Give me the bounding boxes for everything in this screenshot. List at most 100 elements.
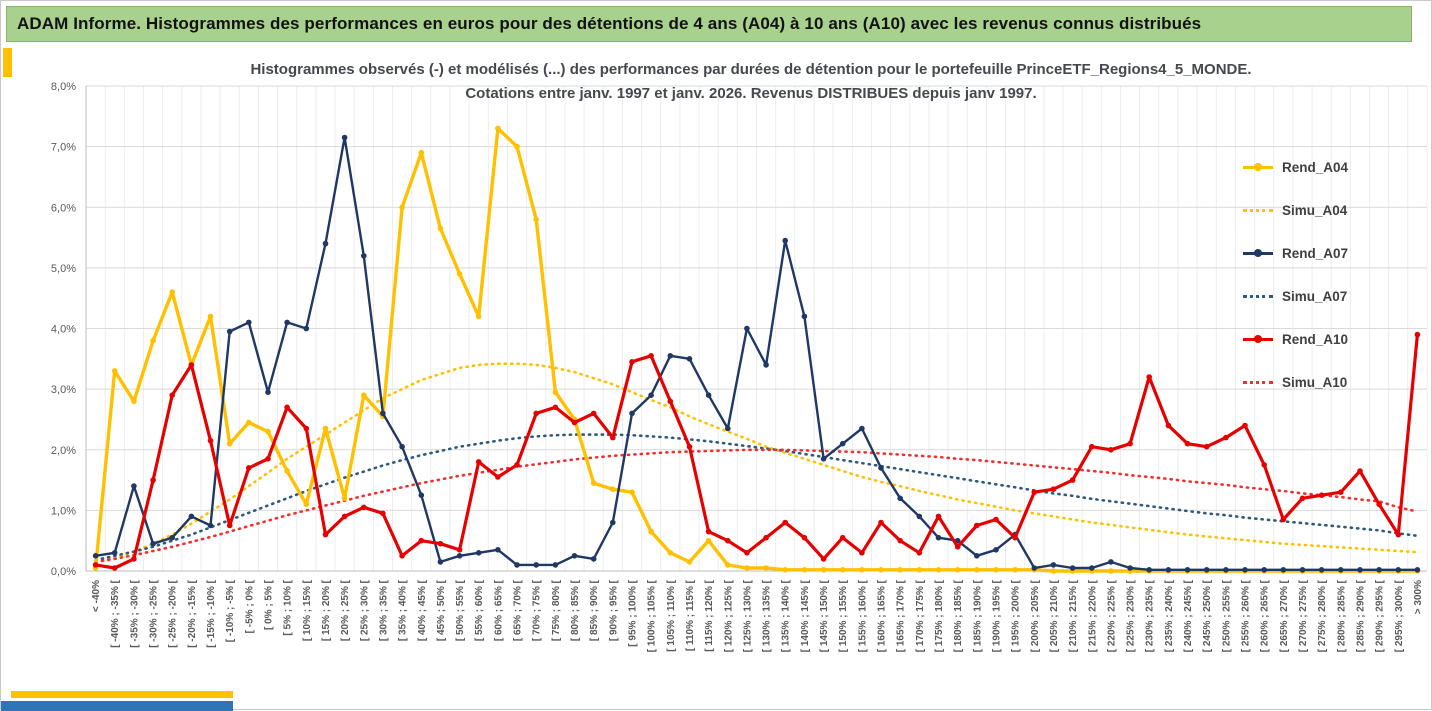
series-group [92, 125, 1421, 574]
svg-text:[ 10% ; 15% [: [ 10% ; 15% [ [302, 579, 313, 641]
legend-item-Simu_A10[interactable]: Simu_A10 [1243, 374, 1348, 390]
svg-text:[ 85% ; 90% [: [ 85% ; 90% [ [589, 579, 600, 641]
chart-title-line2: Cotations entre janv. 1997 et janv. 2026… [465, 84, 1037, 102]
svg-text:[ 40% ; 45% [: [ 40% ; 45% [ [417, 579, 428, 641]
legend-item-Rend_A04[interactable]: Rend_A04 [1243, 159, 1348, 175]
legend-item-Simu_A04[interactable]: Simu_A04 [1243, 202, 1348, 218]
svg-text:[ -10% ; -5% [: [ -10% ; -5% [ [225, 579, 236, 642]
svg-text:[ 80% ; 85% [: [ 80% ; 85% [ [570, 579, 581, 641]
svg-text:[ 245% ; 250% [: [ 245% ; 250% [ [1202, 579, 1213, 652]
svg-text:[ 170% ; 175% [: [ 170% ; 175% [ [915, 579, 926, 652]
svg-text:7,0%: 7,0% [51, 142, 76, 154]
svg-text:[ 130% ; 135% [: [ 130% ; 135% [ [762, 579, 773, 652]
legend-item-Rend_A10[interactable]: Rend_A10 [1243, 331, 1348, 347]
legend-item-Simu_A07[interactable]: Simu_A07 [1243, 288, 1348, 304]
svg-text:[ 55% ; 60% [: [ 55% ; 60% [ [474, 579, 485, 641]
svg-text:[ 95% ; 100% [: [ 95% ; 100% [ [628, 579, 639, 646]
svg-text:[ 110% ; 115% [: [ 110% ; 115% [ [685, 579, 696, 651]
svg-text:[ -25% ; -20% [: [ -25% ; -20% [ [168, 579, 179, 647]
svg-text:[ 120% ; 125% [: [ 120% ; 125% [ [723, 579, 734, 652]
svg-text:[ 225% ; 230% [: [ 225% ; 230% [ [1126, 579, 1137, 652]
legend-sample-dotted-line [1243, 208, 1273, 212]
svg-text:[ 115% ; 120% [: [ 115% ; 120% [ [704, 579, 715, 651]
svg-text:[ 220% ; 225% [: [ 220% ; 225% [ [1106, 579, 1117, 652]
svg-text:[ 250% ; 255% [: [ 250% ; 255% [ [1221, 579, 1232, 652]
svg-text:[ -20% ; -15% [: [ -20% ; -15% [ [187, 579, 198, 647]
chart-title: Histogrammes observés (-) et modélisés (… [81, 58, 1421, 105]
svg-text:[ 280% ; 285% [: [ 280% ; 285% [ [1336, 579, 1347, 652]
svg-text:[ 215% ; 220% [: [ 215% ; 220% [ [1087, 579, 1098, 652]
legend-marker-dot [1254, 248, 1262, 257]
svg-text:[ -15% ; -10% [: [ -15% ; -10% [ [206, 579, 217, 647]
svg-text:[ 50% ; 55% [: [ 50% ; 55% [ [455, 579, 466, 641]
svg-text:[ -40% ; -35% [: [ -40% ; -35% [ [110, 579, 121, 647]
legend-sample-solid-line [1243, 248, 1273, 257]
blue-accent-bar [1, 701, 233, 711]
gold-accent-tab [3, 48, 12, 77]
svg-text:[ 165% ; 170% [: [ 165% ; 170% [ [896, 579, 907, 652]
svg-text:> 300%: > 300% [1413, 580, 1424, 614]
svg-text:[ -30% ; -25% [: [ -30% ; -25% [ [149, 579, 160, 647]
svg-text:[ 150% ; 155% [: [ 150% ; 155% [ [838, 579, 849, 652]
svg-text:[ 70% ; 75% [: [ 70% ; 75% [ [532, 579, 543, 641]
legend-sample-solid-line [1243, 334, 1273, 343]
svg-text:[ 140% ; 145% [: [ 140% ; 145% [ [800, 579, 811, 652]
svg-text:[ 155% ; 160% [: [ 155% ; 160% [ [857, 579, 868, 652]
svg-text:[ 240% ; 245% [: [ 240% ; 245% [ [1183, 579, 1194, 652]
svg-text:[ 275% ; 280% [: [ 275% ; 280% [ [1317, 579, 1328, 652]
svg-text:[ 25% ; 30% [: [ 25% ; 30% [ [359, 579, 370, 641]
legend-label: Rend_A10 [1282, 331, 1349, 347]
legend-label: Simu_A10 [1282, 374, 1348, 390]
svg-text:[ 30% ; 35% [: [ 30% ; 35% [ [378, 579, 389, 641]
y-axis-labels: 0,0% 1,0% 2,0% 3,0% 4,0% 5,0% 6,0% 7,0% 8,0% [51, 81, 76, 578]
svg-text:[ 205% ; 210% [: [ 205% ; 210% [ [1049, 579, 1060, 652]
legend-marker-dot [1254, 162, 1262, 171]
svg-text:[ 195% ; 200% [: [ 195% ; 200% [ [1011, 579, 1022, 652]
svg-text:[ 0% ; 5% [: [ 0% ; 5% [ [264, 579, 275, 630]
svg-text:[ 65% ; 70% [: [ 65% ; 70% [ [513, 579, 524, 641]
svg-text:< -40%: < -40% [91, 580, 102, 612]
svg-text:[ 135% ; 140% [: [ 135% ; 140% [ [781, 579, 792, 652]
svg-text:[ 125% ; 130% [: [ 125% ; 130% [ [742, 579, 753, 652]
svg-text:[ 45% ; 50% [: [ 45% ; 50% [ [436, 579, 447, 641]
gridlines [85, 85, 1428, 572]
legend-label: Simu_A04 [1282, 202, 1348, 218]
svg-text:2,0%: 2,0% [51, 445, 76, 457]
svg-text:[ 255% ; 260% [: [ 255% ; 260% [ [1241, 579, 1252, 652]
svg-text:[ 260% ; 265% [: [ 260% ; 265% [ [1260, 579, 1271, 652]
svg-text:[ 35% ; 40% [: [ 35% ; 40% [ [398, 579, 409, 641]
series-Rend_A07-markers [92, 134, 1421, 573]
legend-label: Rend_A04 [1282, 159, 1349, 175]
svg-text:6,0%: 6,0% [51, 202, 76, 214]
svg-text:[ 290% ; 295% [: [ 290% ; 295% [ [1375, 579, 1386, 652]
svg-text:[ 185% ; 190% [: [ 185% ; 190% [ [972, 579, 983, 652]
svg-text:8,0%: 8,0% [51, 81, 76, 93]
series-Simu_A10-line [94, 448, 1419, 564]
svg-text:[ -5% ; 0% [: [ -5% ; 0% [ [244, 579, 255, 633]
banner-title: ADAM Informe. Histogrammes des performan… [17, 14, 1202, 33]
svg-text:[ 145% ; 150% [: [ 145% ; 150% [ [819, 579, 830, 652]
svg-text:[ 210% ; 215% [: [ 210% ; 215% [ [1068, 579, 1079, 652]
svg-text:[ 5% ; 10% [: [ 5% ; 10% [ [283, 579, 294, 635]
legend-sample-dotted-line [1243, 380, 1273, 384]
svg-text:[ 265% ; 270% [: [ 265% ; 270% [ [1279, 579, 1290, 652]
svg-text:3,0%: 3,0% [51, 384, 76, 396]
series-Simu_A04-line [94, 362, 1419, 564]
series-Rend_A07-line [94, 136, 1419, 571]
svg-text:[ 285% ; 290% [: [ 285% ; 290% [ [1356, 579, 1367, 652]
legend-label: Simu_A07 [1282, 288, 1348, 304]
svg-text:[ 90% ; 95% [: [ 90% ; 95% [ [608, 579, 619, 641]
svg-text:[ 295% ; 300% [: [ 295% ; 300% [ [1394, 579, 1405, 652]
x-axis-labels: < -40% [ -40% ; -35% [[ -35% ; -30% [[ -3… [91, 579, 1424, 652]
series-Rend_A10-markers [92, 331, 1421, 571]
svg-text:[ 200% ; 205% [: [ 200% ; 205% [ [1030, 579, 1041, 652]
legend-item-Rend_A07[interactable]: Rend_A07 [1243, 245, 1348, 261]
chart-legend: Rend_A04 Simu_A04 Rend_A07 Simu_A07 Rend_A10… [1243, 159, 1348, 417]
svg-text:[ 100% ; 105% [: [ 100% ; 105% [ [647, 579, 658, 652]
series-Rend_A10-line [93, 333, 1420, 570]
legend-marker-dot [1254, 334, 1262, 343]
svg-text:0,0%: 0,0% [51, 566, 76, 578]
svg-text:5,0%: 5,0% [51, 263, 76, 275]
svg-text:[ 160% ; 165% [: [ 160% ; 165% [ [877, 579, 888, 652]
